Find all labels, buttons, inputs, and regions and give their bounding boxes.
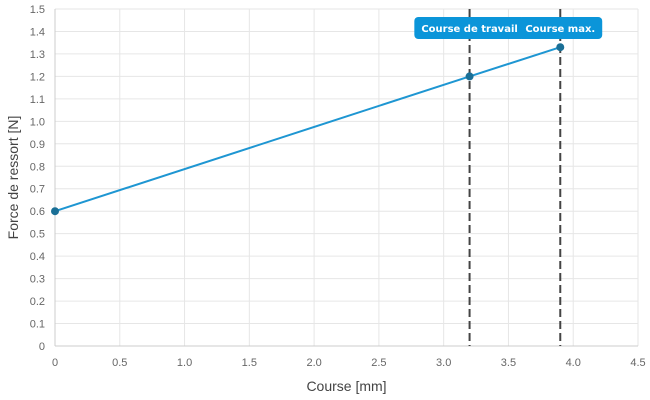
y-tick-label: 1.3	[30, 49, 45, 61]
annotation-label: Course max.	[518, 17, 603, 39]
annotation-label-box	[518, 17, 603, 39]
y-tick-label: 1.4	[30, 26, 45, 38]
x-tick-label: 0	[52, 357, 58, 369]
data-point	[556, 43, 565, 52]
annotation-label-box	[414, 17, 525, 39]
x-tick-label: 1.0	[177, 357, 192, 369]
y-tick-label: 0.3	[30, 274, 45, 286]
series	[51, 43, 565, 216]
y-tick-label: 1.2	[30, 71, 45, 83]
y-tick-label: 0.1	[30, 319, 45, 331]
annotation-label: Course de travail	[414, 17, 525, 39]
axes	[54, 9, 638, 347]
x-tick-label: 2.5	[371, 357, 386, 369]
x-axis-title: Course [mm]	[306, 378, 386, 394]
x-tick-label: 0.5	[112, 357, 127, 369]
y-tick-label: 0.7	[30, 184, 45, 196]
y-tick-label: 0.9	[30, 139, 45, 151]
annotation-labels: Course de travail Course max.	[414, 17, 603, 39]
y-tick-label: 0.2	[30, 296, 45, 308]
y-tick-label: 0.5	[30, 229, 45, 241]
series-line	[54, 46, 561, 213]
data-point	[465, 72, 474, 81]
annotation-label-text: Course max.	[525, 24, 595, 35]
y-tick-label: 0.8	[30, 161, 45, 173]
x-tick-label: 3.5	[501, 357, 516, 369]
annotation-label-text: Course de travail	[421, 24, 517, 35]
x-tick-label: 4.5	[630, 357, 645, 369]
y-axis-title: Force de ressort [N]	[5, 116, 21, 240]
y-tick-label: 0.4	[30, 251, 45, 263]
y-tick-label: 1.0	[30, 116, 45, 128]
grid	[54, 8, 639, 347]
x-tick-label: 3.0	[436, 357, 451, 369]
x-tick-label: 1.5	[242, 357, 257, 369]
data-point	[51, 207, 59, 216]
y-tick-label: 0	[39, 341, 45, 353]
y-tick-label: 1.1	[30, 94, 45, 106]
y-tick-label: 0.6	[30, 206, 45, 218]
x-tick-label: 4.0	[566, 357, 581, 369]
annotation-lines	[468, 9, 562, 346]
y-tick-label: 1.5	[30, 4, 45, 16]
x-tick-label: 2.0	[306, 357, 321, 369]
tick-labels: 0 0.1 0.2 0.3 0.4 0.5 0.6 0.7 0.8 0.9 1.0 1.1 1.2 1.3…	[30, 4, 646, 369]
